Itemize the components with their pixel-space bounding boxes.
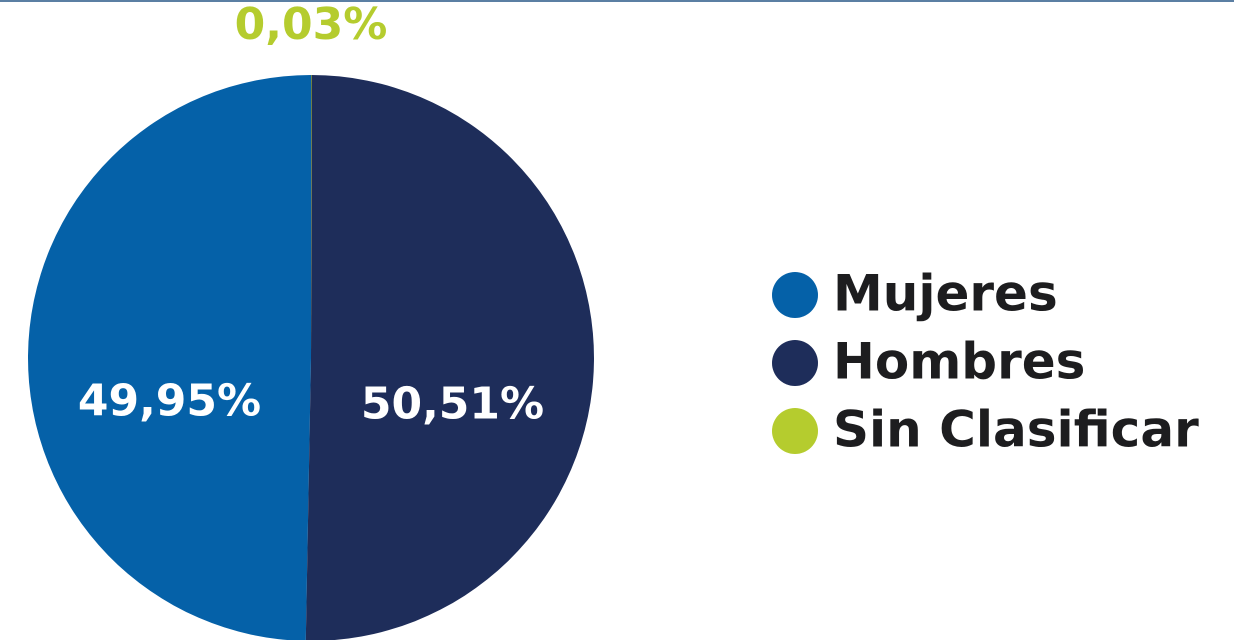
legend-marker — [772, 340, 818, 386]
pie-slice — [305, 75, 594, 640]
pie-slice — [28, 75, 311, 640]
data-label: 49,95% — [78, 376, 261, 427]
legend-marker — [772, 408, 818, 454]
legend-label: Mujeres — [833, 265, 1058, 323]
data-label: 50,51% — [361, 378, 544, 429]
legend-label: Sin Clasificar — [833, 401, 1199, 459]
legend-marker — [772, 272, 818, 318]
legend-label: Hombres — [833, 333, 1085, 391]
legend: Mujeres Hombres Sin Clasificar — [772, 265, 1199, 459]
data-label: 0,03% — [235, 0, 388, 50]
pie: 49,95% 50,51% 0,03% — [28, 0, 594, 640]
pie-slice — [311, 75, 312, 358]
